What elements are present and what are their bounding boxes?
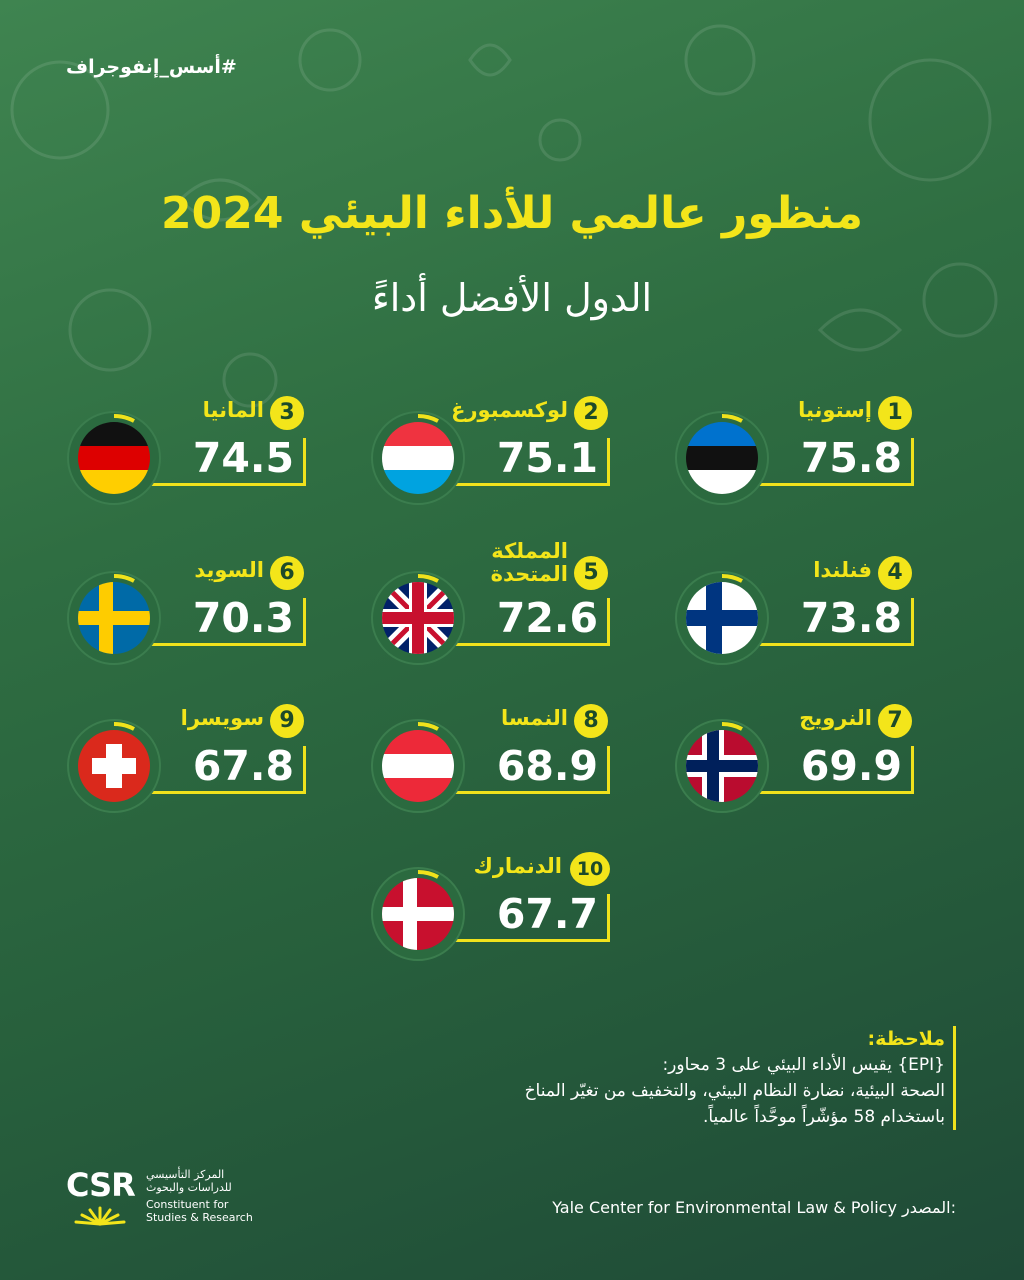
rank-badge: 4 [878, 556, 912, 590]
finland-flag-icon [674, 570, 770, 666]
country-name: إستونيا [798, 398, 872, 422]
card-underline [450, 939, 610, 942]
logo-arabic-text: المركز التأسيسي للدراسات والبحوث [146, 1168, 266, 1194]
ranking-card-8: 8 النمسا 68.9 [370, 704, 610, 814]
note-line-3: باستخدام 58 مؤشّراً موحَّداً عالمياً. [702, 1107, 945, 1127]
ranking-card-9: 9 سويسرا 67.8 [66, 704, 306, 814]
score-value: 67.7 [496, 890, 598, 938]
logo-english-text: Constituent for Studies & Research [146, 1198, 253, 1224]
csr-logo: CSR المركز التأسيسي للدراسات والبحوث Con… [66, 1166, 266, 1236]
card-side-line [911, 598, 914, 646]
source-label: المصدر: [902, 1198, 956, 1217]
country-name: سويسرا [180, 706, 264, 730]
rank-badge: 1 [878, 396, 912, 430]
ranking-card-6: 6 السويد 70.3 [66, 556, 306, 666]
logo-english-line-2: Studies & Research [146, 1211, 253, 1224]
card-underline [754, 791, 914, 794]
country-name: المانيا [202, 398, 264, 422]
rank-badge: 3 [270, 396, 304, 430]
logo-arabic-line-1: المركز التأسيسي [146, 1168, 225, 1181]
estonia-flag-icon [674, 410, 770, 506]
luxembourg-flag-icon [370, 410, 466, 506]
score-value: 68.9 [496, 742, 598, 790]
background-pattern [10, 24, 998, 408]
score-value: 75.1 [496, 434, 598, 482]
country-name: السويد [194, 558, 264, 582]
country-name-line-1: المملكة [491, 539, 568, 563]
rank-badge: 10 [570, 852, 610, 886]
card-side-line [911, 438, 914, 486]
logo-arabic-line-2: للدراسات والبحوث [146, 1181, 232, 1194]
rank-badge: 7 [878, 704, 912, 738]
card-side-line [607, 438, 610, 486]
norway-flag-icon [674, 718, 770, 814]
country-name: فنلندا [813, 558, 872, 582]
score-value: 75.8 [800, 434, 902, 482]
card-underline [450, 791, 610, 794]
card-underline [754, 483, 914, 486]
country-name: المملكة المتحدة [491, 540, 568, 586]
country-name: النمسا [501, 706, 568, 730]
rank-badge: 6 [270, 556, 304, 590]
austria-flag-icon [370, 718, 466, 814]
ranking-card-1: 1 إستونيا 75.8 [674, 396, 914, 506]
card-underline [146, 483, 306, 486]
denmark-flag-icon [370, 866, 466, 962]
sweden-flag-icon [66, 570, 162, 666]
note-box: ملاحظة: {EPI} يقيس الأداء البيئي على 3 م… [525, 1026, 956, 1130]
ranking-card-2: 2 لوكسمبورغ 75.1 [370, 396, 610, 506]
score-value: 70.3 [192, 594, 294, 642]
card-underline [754, 643, 914, 646]
card-underline [146, 791, 306, 794]
card-side-line [303, 746, 306, 794]
sunrise-icon [74, 1206, 126, 1226]
score-value: 73.8 [800, 594, 902, 642]
ranking-card-3: 3 المانيا 74.5 [66, 396, 306, 506]
ranking-card-10: 10 الدنمارك 67.7 [370, 852, 610, 962]
score-value: 72.6 [496, 594, 598, 642]
note-line-2: الصحة البيئية، نضارة النظام البيئي، والت… [524, 1081, 945, 1101]
score-value: 69.9 [800, 742, 902, 790]
rank-badge: 5 [574, 556, 608, 590]
card-side-line [607, 894, 610, 942]
logo-mark: CSR [66, 1166, 136, 1204]
note-title: ملاحظة: [867, 1028, 945, 1050]
card-underline [450, 643, 610, 646]
page-title: منظور عالمي للأداء البيئي 2024 [161, 188, 863, 239]
source-value: Yale Center for Environmental Law & Poli… [552, 1198, 897, 1217]
country-name-line-2: المتحدة [490, 562, 568, 586]
country-name: لوكسمبورغ [451, 398, 568, 422]
note-line-1: {EPI} يقيس الأداء البيئي على 3 محاور: [662, 1055, 945, 1075]
card-underline [450, 483, 610, 486]
country-name: الدنمارك [473, 854, 562, 878]
ranking-card-5: 5 المملكة المتحدة 72.6 [370, 540, 610, 666]
card-side-line [911, 746, 914, 794]
logo-english-line-1: Constituent for [146, 1198, 229, 1211]
card-side-line [303, 438, 306, 486]
score-value: 74.5 [192, 434, 294, 482]
country-name: النرويج [799, 706, 872, 730]
switzerland-flag-icon [66, 718, 162, 814]
card-side-line [607, 598, 610, 646]
germany-flag-icon [66, 410, 162, 506]
hashtag: #أسس_إنفوجراف [66, 56, 237, 78]
score-value: 67.8 [192, 742, 294, 790]
rank-badge: 9 [270, 704, 304, 738]
card-side-line [303, 598, 306, 646]
rank-badge: 8 [574, 704, 608, 738]
card-side-line [607, 746, 610, 794]
rank-badge: 2 [574, 396, 608, 430]
page-subtitle: الدول الأفضل أداءً [371, 276, 653, 320]
ranking-card-7: 7 النرويج 69.9 [674, 704, 914, 814]
source-credit: Yale Center for Environmental Law & Poli… [552, 1198, 956, 1217]
card-underline [146, 643, 306, 646]
united-kingdom-flag-icon [370, 570, 466, 666]
ranking-card-4: 4 فنلندا 73.8 [674, 556, 914, 666]
